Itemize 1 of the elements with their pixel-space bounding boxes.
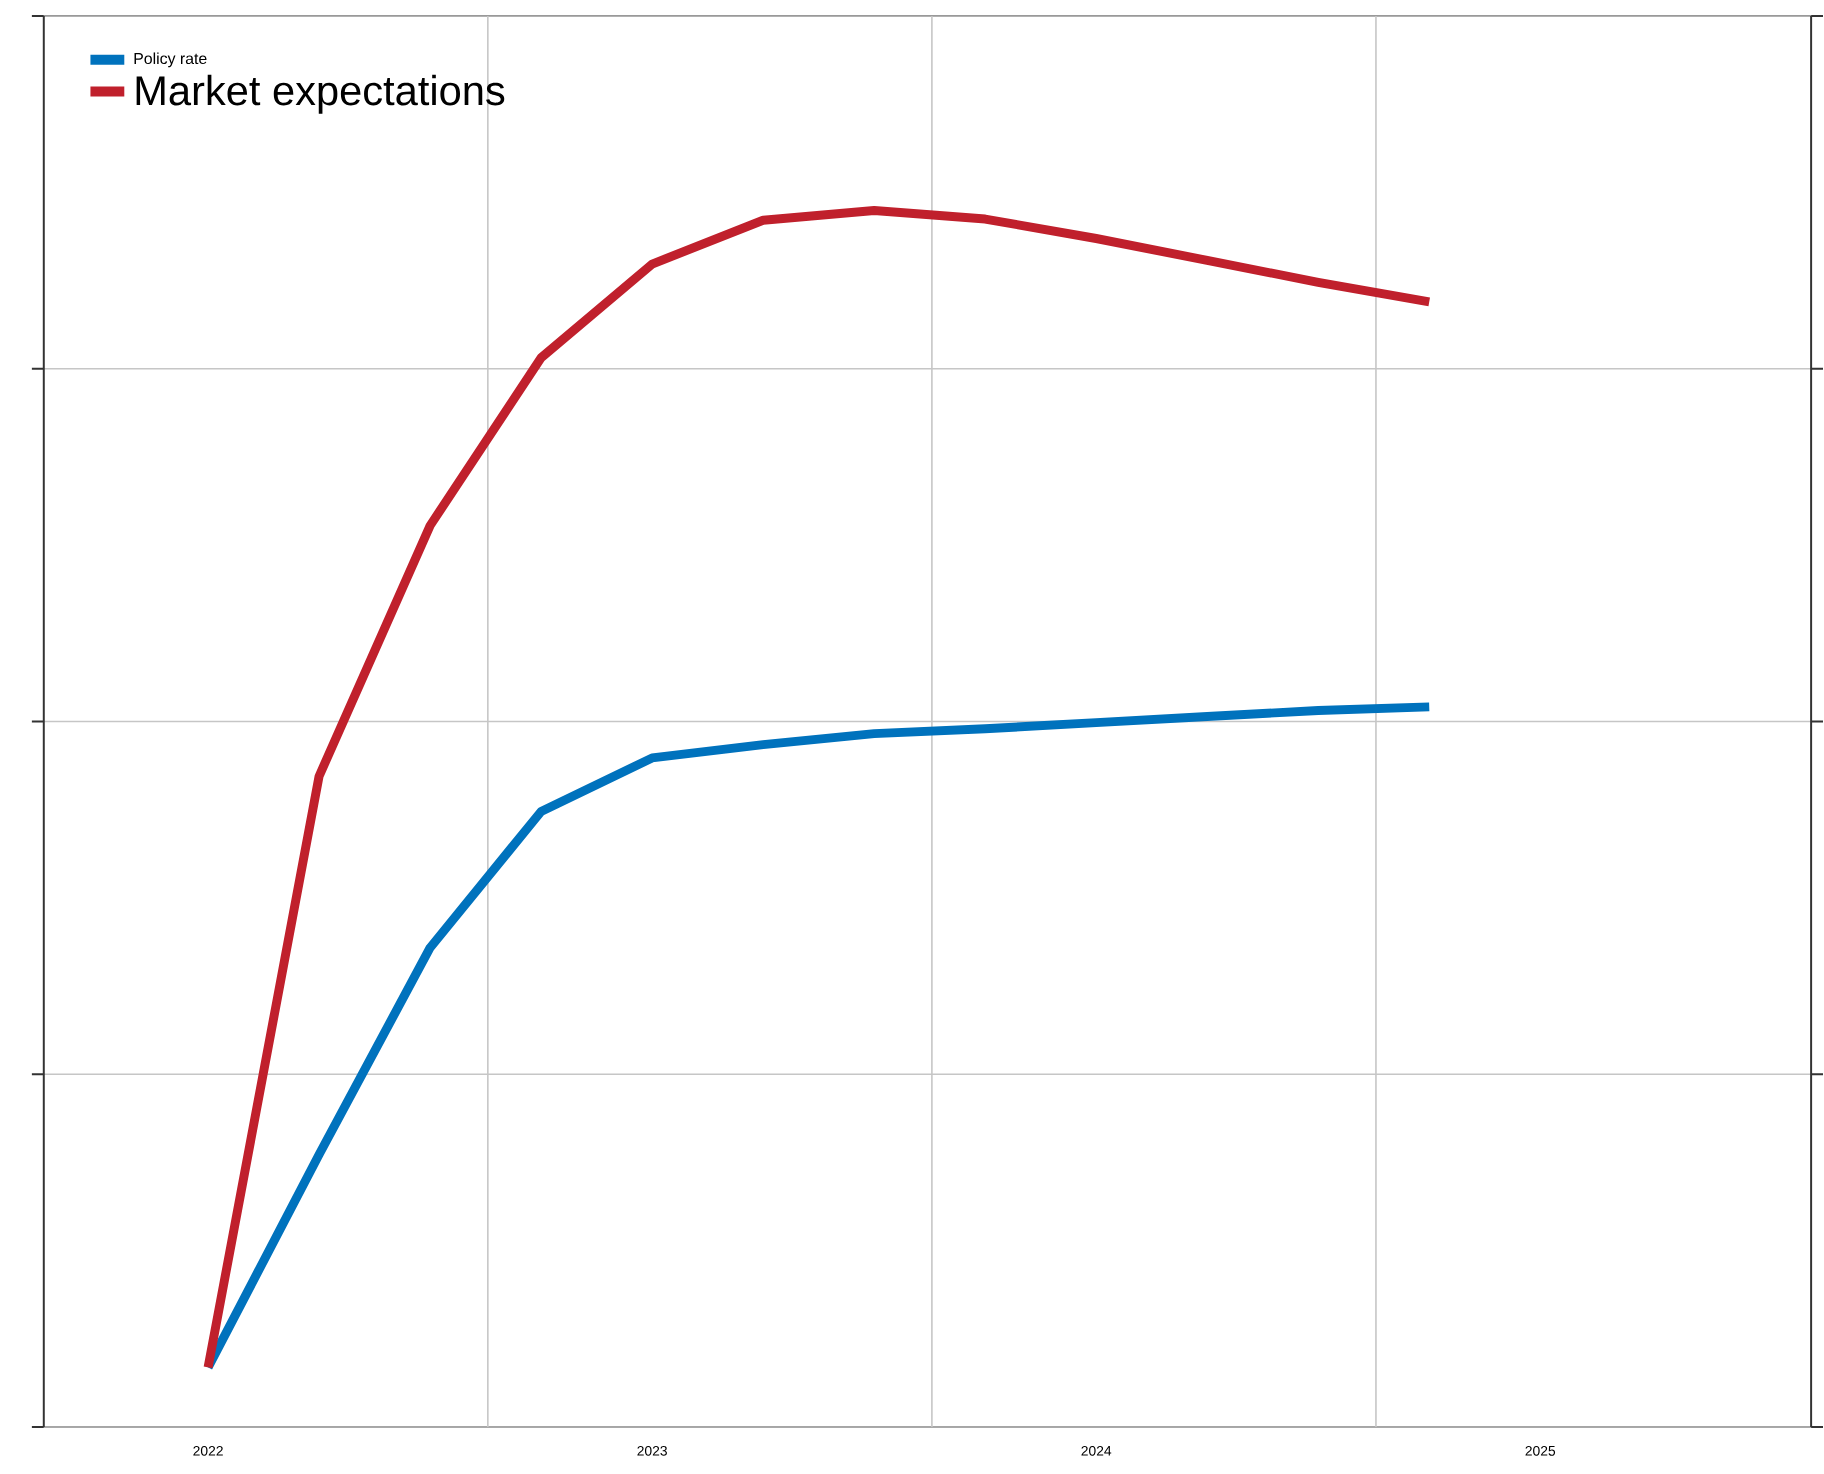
legend-label: Market expectations <box>136 74 505 114</box>
